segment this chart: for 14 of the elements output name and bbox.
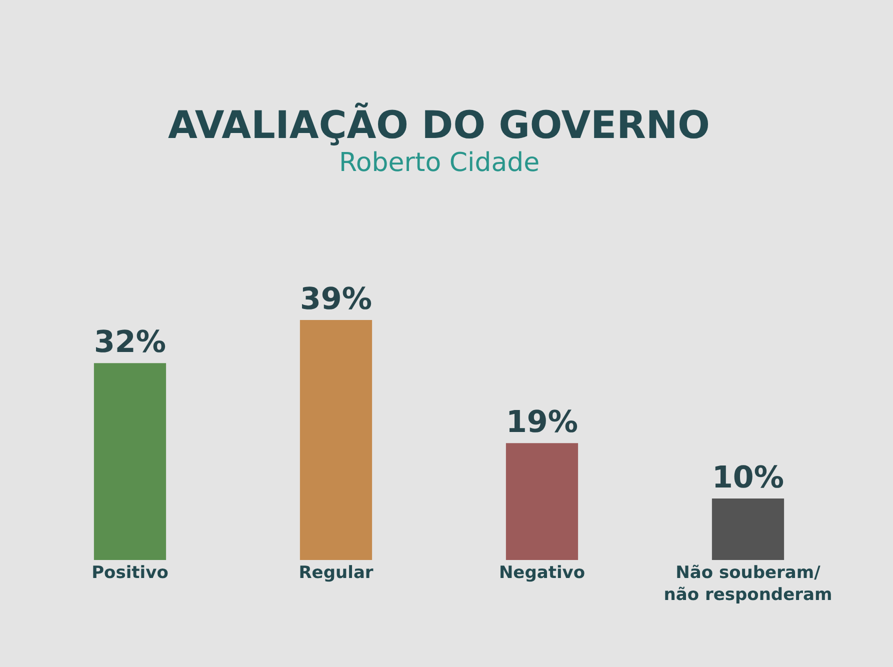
bar	[300, 320, 372, 560]
chart-subtitle: Roberto Cidade	[339, 148, 540, 178]
x-tick-label: Não souberam/ não responderam	[664, 563, 832, 606]
data-label: 10%	[712, 460, 784, 496]
bar	[94, 363, 166, 560]
x-tick-label: Regular	[298, 563, 374, 583]
data-label: 39%	[300, 282, 372, 318]
bar	[712, 498, 784, 560]
x-tick-label: Negativo	[498, 563, 586, 583]
data-label: 32%	[94, 325, 166, 360]
data-label: 19%	[506, 405, 578, 440]
x-tick-label: Positivo	[92, 563, 168, 583]
chart-title: AVALIAÇÃO DO GOVERNO	[168, 102, 710, 147]
bar	[506, 443, 578, 560]
